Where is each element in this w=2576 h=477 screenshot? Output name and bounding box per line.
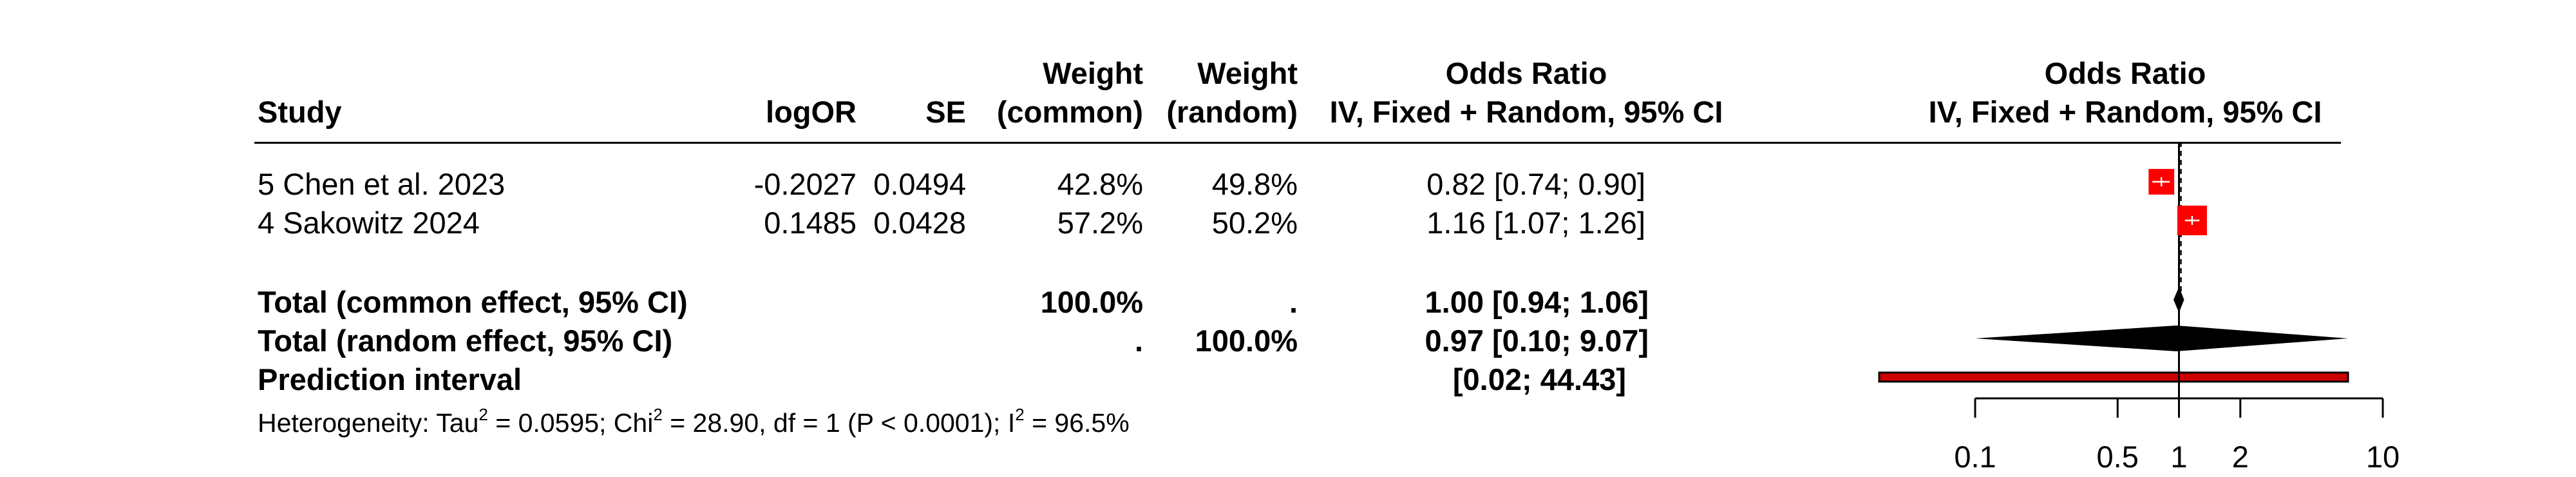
study-weight-common: 42.8% bbox=[1057, 167, 1143, 201]
het-i-exp: 2 bbox=[1015, 405, 1025, 424]
header-weight-common-2: (common) bbox=[996, 95, 1143, 129]
study-se: 0.0494 bbox=[873, 167, 966, 201]
study-logor: 0.1485 bbox=[764, 206, 857, 240]
x-tick-label: 0.5 bbox=[2097, 440, 2139, 474]
study-ci: 1.16 [1.07; 1.26] bbox=[1426, 206, 1645, 240]
study-weight-common: 57.2% bbox=[1057, 206, 1143, 240]
total-random-label: Total (random effect, 95% CI) bbox=[258, 324, 673, 358]
header-se: SE bbox=[925, 95, 966, 129]
het-chi-val: = 28.90, df = 1 (P < 0.0001); I bbox=[662, 408, 1016, 438]
total-random-ci: 0.97 [0.10; 9.07] bbox=[1425, 324, 1649, 358]
total-random-weight-common: . bbox=[1134, 324, 1143, 358]
study-logor: -0.2027 bbox=[753, 167, 857, 201]
random-effect-diamond bbox=[1975, 326, 2348, 351]
header-or-1: Odds Ratio bbox=[1445, 56, 1607, 90]
study-weight-random: 50.2% bbox=[1211, 206, 1298, 240]
study-name: 5 Chen et al. 2023 bbox=[258, 167, 506, 201]
het-tau-exp: 2 bbox=[478, 405, 488, 424]
het-tau-val: = 0.0595; Chi bbox=[488, 408, 654, 438]
study-ci: 0.82 [0.74; 0.90] bbox=[1426, 167, 1645, 201]
header-plot-1: Odds Ratio bbox=[2044, 56, 2206, 90]
study-se: 0.0428 bbox=[873, 206, 966, 240]
common-effect-diamond bbox=[2173, 287, 2184, 313]
total-common-weight-common: 100.0% bbox=[1040, 285, 1143, 319]
total-common-label: Total (common effect, 95% CI) bbox=[258, 285, 688, 319]
het-prefix: Heterogeneity: Tau bbox=[258, 408, 479, 438]
header-plot-2: IV, Fixed + Random, 95% CI bbox=[1928, 95, 2322, 129]
header-rule bbox=[254, 142, 2341, 144]
het-chi-exp: 2 bbox=[653, 405, 663, 424]
total-common-weight-random: . bbox=[1289, 285, 1298, 319]
header-weight-common-1: Weight bbox=[1043, 56, 1143, 90]
prediction-ci: [0.02; 44.43] bbox=[1452, 362, 1626, 396]
study-weight-random: 49.8% bbox=[1211, 167, 1298, 201]
prediction-label: Prediction interval bbox=[258, 362, 522, 396]
heterogeneity-text: Heterogeneity: Tau2 = 0.0595; Chi2 = 28.… bbox=[258, 406, 1130, 436]
prediction-interval-bar bbox=[1878, 371, 2349, 383]
x-tick-label: 10 bbox=[2366, 440, 2400, 474]
study-name: 4 Sakowitz 2024 bbox=[258, 206, 480, 240]
header-weight-random-2: (random) bbox=[1166, 95, 1298, 129]
x-tick-label: 0.1 bbox=[1954, 440, 1996, 474]
header-logor: logOR bbox=[766, 95, 857, 129]
x-tick-label: 2 bbox=[2232, 440, 2249, 474]
header-weight-random-1: Weight bbox=[1197, 56, 1298, 90]
total-common-ci: 1.00 [0.94; 1.06] bbox=[1425, 285, 1649, 319]
x-tick-label: 1 bbox=[2170, 440, 2187, 474]
header-study: Study bbox=[258, 95, 342, 129]
total-random-weight-random: 100.0% bbox=[1195, 324, 1298, 358]
header-or-2: IV, Fixed + Random, 95% CI bbox=[1329, 95, 1723, 129]
het-i-val: = 96.5% bbox=[1024, 408, 1130, 438]
